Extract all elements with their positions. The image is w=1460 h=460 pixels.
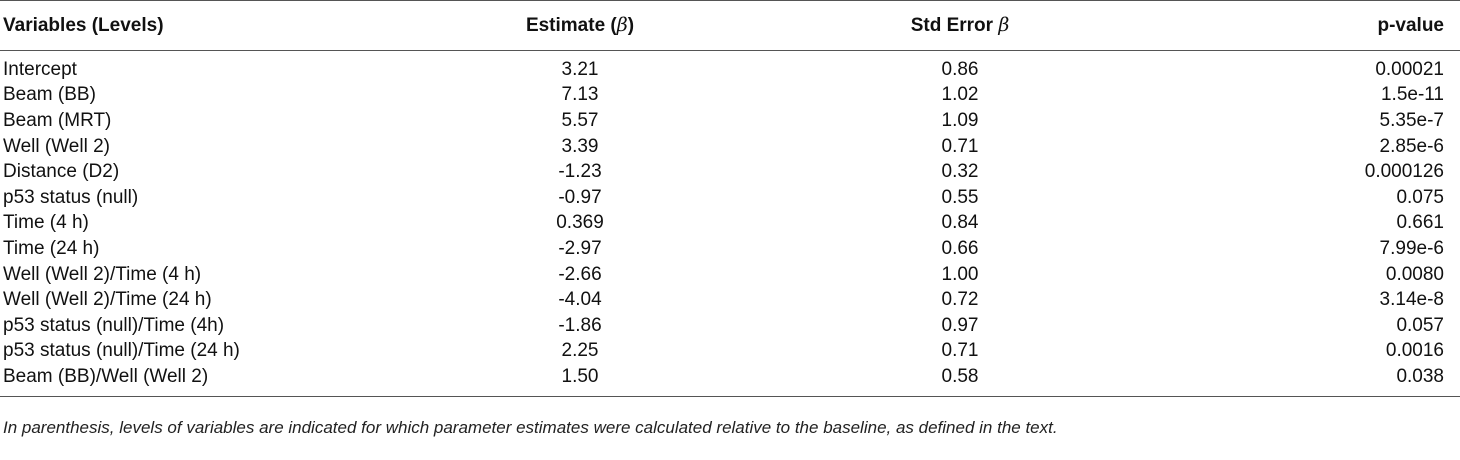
table-body: Intercept 3.21 0.86 0.00021 Beam (BB) 7.13 1.0…: [0, 51, 1460, 397]
cell-p-value: 0.057: [1396, 314, 1444, 336]
header-std-error: Std Error β: [770, 0, 1150, 51]
cell-estimate: 3.39: [561, 135, 599, 157]
cell-estimate: 3.21: [561, 58, 599, 80]
cell-variable: Beam (BB)/Well (Well 2): [0, 364, 390, 397]
table-row: Beam (BB) 7.13 1.02 1.5e-11: [0, 83, 1460, 109]
regression-table: Variables (Levels) Estimate (β) Std Erro…: [0, 0, 1460, 397]
cell-variable: p53 status (null): [3, 186, 139, 208]
cell-std-error: 1.09: [941, 109, 979, 131]
header-estimate-close: ): [627, 15, 635, 36]
cell-estimate: 7.13: [561, 84, 599, 106]
header-std-error-text: Std Error: [910, 15, 999, 36]
cell-std-error: 0.84: [941, 212, 979, 234]
cell-variable: Time (4 h): [3, 212, 89, 234]
cell-p-value: 5.35e-7: [1379, 109, 1444, 131]
cell-variable: Distance (D2): [3, 161, 120, 183]
cell-estimate: -2.66: [558, 263, 602, 285]
cell-estimate: 0.369: [556, 212, 604, 234]
cell-std-error: 1.00: [941, 263, 979, 285]
table-row: Well (Well 2)/Time (4 h) -2.66 1.00 0.0080: [0, 262, 1460, 288]
table-row: Well (Well 2) 3.39 0.71 2.85e-6: [0, 134, 1460, 160]
table-row: p53 status (null)/Time (4h) -1.86 0.97 0.05…: [0, 313, 1460, 339]
cell-variable: Beam (MRT): [3, 109, 112, 131]
header-std-error-beta: β: [998, 14, 1010, 36]
table-row: Time (4 h) 0.369 0.84 0.661: [0, 211, 1460, 237]
cell-p-value: 2.85e-6: [1379, 135, 1444, 157]
cell-std-error: 0.72: [941, 289, 979, 311]
cell-std-error: 0.71: [941, 340, 979, 362]
cell-estimate: -1.86: [558, 314, 602, 336]
cell-estimate: 1.50: [390, 364, 770, 397]
cell-variable: p53 status (null)/Time (4h): [3, 314, 225, 336]
cell-estimate: -2.97: [558, 237, 602, 259]
cell-variable: Well (Well 2)/Time (4 h): [3, 263, 202, 285]
cell-p-value: 0.075: [1396, 186, 1444, 208]
cell-std-error: 0.55: [941, 186, 979, 208]
cell-variable: Well (Well 2): [3, 135, 110, 157]
cell-p-value: 7.99e-6: [1379, 237, 1444, 259]
header-estimate-text: Estimate (: [525, 15, 617, 36]
cell-std-error: 0.71: [941, 135, 979, 157]
table-footnote: In parenthesis, levels of variables are …: [3, 418, 1058, 437]
table-row: Beam (MRT) 5.57 1.09 5.35e-7: [0, 108, 1460, 134]
cell-variable: p53 status (null)/Time (24 h): [3, 340, 240, 362]
table-row: p53 status (null) -0.97 0.55 0.075: [0, 185, 1460, 211]
cell-p-value: 0.038: [1150, 364, 1460, 397]
cell-std-error: 0.32: [941, 161, 979, 183]
header-variables: Variables (Levels): [0, 0, 390, 51]
cell-variable: Intercept: [3, 58, 77, 80]
cell-estimate: 5.57: [561, 109, 599, 131]
header-estimate: Estimate (β): [390, 0, 770, 51]
cell-std-error: 0.97: [941, 314, 979, 336]
header-row: Variables (Levels) Estimate (β) Std Erro…: [0, 0, 1460, 51]
cell-estimate: 2.25: [561, 340, 599, 362]
cell-estimate: -4.04: [558, 289, 602, 311]
cell-p-value: 0.00021: [1375, 58, 1444, 80]
table-row: Time (24 h) -2.97 0.66 7.99e-6: [0, 236, 1460, 262]
cell-std-error: 0.58: [770, 364, 1150, 397]
table-row: p53 status (null)/Time (24 h) 2.25 0.71 0.0…: [0, 339, 1460, 365]
cell-p-value: 0.000126: [1364, 161, 1444, 183]
cell-p-value: 0.0016: [1385, 340, 1444, 362]
table-header: Variables (Levels) Estimate (β) Std Erro…: [0, 0, 1460, 51]
cell-p-value: 3.14e-8: [1379, 289, 1444, 311]
cell-p-value: 0.661: [1396, 212, 1444, 234]
table-row: Distance (D2) -1.23 0.32 0.000126: [0, 159, 1460, 185]
cell-estimate: -0.97: [558, 186, 602, 208]
cell-std-error: 1.02: [941, 84, 979, 106]
cell-std-error: 0.86: [941, 58, 979, 80]
cell-estimate: -1.23: [558, 161, 602, 183]
cell-variable: Well (Well 2)/Time (24 h): [3, 289, 212, 311]
cell-std-error: 0.66: [941, 237, 979, 259]
cell-p-value: 0.0080: [1385, 263, 1444, 285]
cell-p-value: 1.5e-11: [1380, 84, 1444, 106]
header-p-value: p-value: [1150, 0, 1460, 51]
table-row: Well (Well 2)/Time (24 h) -4.04 0.72 3.14e-…: [0, 287, 1460, 313]
cell-variable: Time (24 h): [3, 237, 100, 259]
table-row: Beam (BB)/Well (Well 2) 1.50 0.58 0.038: [0, 364, 1460, 397]
cell-variable: Beam (BB): [3, 84, 96, 106]
table-row: Intercept 3.21 0.86 0.00021: [0, 51, 1460, 83]
header-estimate-beta: β: [616, 14, 628, 36]
